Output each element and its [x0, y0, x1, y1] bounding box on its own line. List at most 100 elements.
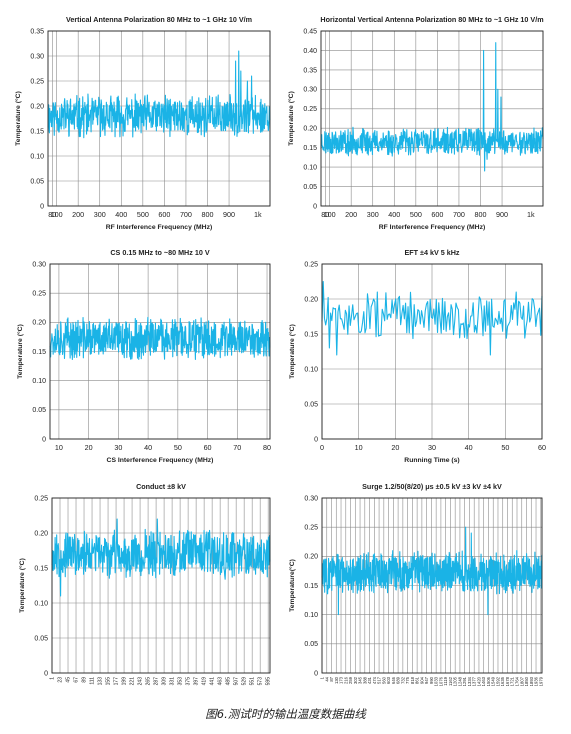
- y-tick-label: 0.05: [304, 641, 318, 648]
- x-tick-label: 40: [465, 443, 473, 452]
- x-tick-label: 1420: [476, 676, 481, 686]
- x-tick-label: 1807: [519, 676, 524, 686]
- y-tick-label: 0.15: [303, 145, 317, 152]
- x-tick-label: 1076: [438, 676, 443, 686]
- x-tick-label: 507: [234, 677, 240, 686]
- x-tick-label: 130: [334, 676, 339, 684]
- x-tick-label: 1764: [515, 676, 520, 686]
- x-axis-label: CS Interference Frequency (MHz): [107, 457, 214, 464]
- y-tick-label: 0.05: [30, 178, 44, 185]
- x-tick-label: 50: [174, 443, 182, 452]
- x-tick-label: 419: [202, 677, 208, 686]
- y-tick-label: 0.20: [304, 554, 318, 561]
- x-tick-label: 60: [538, 443, 546, 452]
- x-tick-label: 221: [130, 677, 136, 686]
- figure-caption: 图6.测试时的输出温度数据曲线: [205, 707, 366, 721]
- y-tick-label: 0.20: [303, 126, 317, 133]
- x-tick-label: 300: [367, 210, 379, 219]
- y-tick-label: 0.15: [30, 128, 44, 135]
- x-tick-label: 560: [381, 676, 386, 684]
- x-tick-label: 243: [138, 677, 144, 686]
- x-tick-label: 331: [170, 677, 176, 686]
- x-tick-label: 551: [250, 677, 256, 686]
- x-tick-label: 89: [82, 677, 88, 683]
- y-tick-label: 0.25: [303, 106, 317, 113]
- y-tick-label: 0.30: [304, 495, 318, 502]
- chart-title: Vertical Antenna Polarization 80 MHz to …: [66, 15, 252, 24]
- series-line: [321, 526, 543, 616]
- x-tick-label: 45: [66, 677, 72, 683]
- x-tick-label: 23: [58, 677, 64, 683]
- y-tick-label: 0.15: [304, 583, 318, 590]
- x-tick-label: 1850: [524, 676, 529, 686]
- x-tick-label: 1635: [500, 676, 505, 686]
- x-tick-label: 87: [329, 676, 334, 681]
- x-tick-label: 441: [210, 677, 216, 686]
- x-tick-label: 133: [98, 677, 104, 686]
- x-tick-label: 689: [396, 676, 401, 684]
- x-tick-label: 1549: [491, 676, 496, 686]
- x-tick-label: 1377: [472, 676, 477, 686]
- x-tick-label: 1893: [529, 676, 534, 686]
- x-tick-label: 800: [474, 210, 486, 219]
- x-tick-label: 375: [186, 677, 192, 686]
- x-tick-label: 353: [178, 677, 184, 686]
- y-axis-label: Temperature (°C): [287, 91, 295, 146]
- chart-3: CS 0.15 MHz to ~80 MHz 10 V 0 0.05 0.10 0.15…: [16, 248, 271, 464]
- y-tick-label: 0.20: [304, 296, 318, 303]
- x-tick-label: 431: [367, 676, 372, 684]
- x-tick-label: 60: [204, 443, 212, 452]
- y-tick-label: 0.25: [30, 78, 44, 85]
- y-tick-label: 0.10: [30, 153, 44, 160]
- x-tick-label: 1248: [457, 676, 462, 686]
- x-tick-label: 700: [453, 210, 465, 219]
- x-tick-label: 1721: [510, 676, 515, 686]
- plot-frame: [47, 30, 271, 207]
- x-tick-label: 947: [424, 676, 429, 684]
- x-tick-label: 111: [90, 677, 96, 685]
- x-tick-label: 67: [74, 677, 80, 683]
- y-tick-label: 0.35: [30, 28, 44, 35]
- x-tick-label: 1205: [453, 676, 458, 686]
- x-tick-label: 50: [501, 443, 509, 452]
- x-tick-label: 259: [348, 676, 353, 684]
- y-tick-label: 0.25: [304, 261, 318, 268]
- x-tick-label: 1033: [434, 676, 439, 686]
- x-tick-label: 1979: [538, 676, 543, 686]
- x-tick-label: 388: [362, 676, 367, 684]
- chart-6: Surge 1.2/50(8/20) μs ±0.5 kV ±3 kV ±4 k…: [288, 482, 543, 708]
- x-tick-label: 177: [114, 677, 120, 686]
- x-tick-label: 100: [324, 210, 336, 219]
- y-tick-label: 0.05: [303, 184, 317, 191]
- plot-frame: [321, 263, 543, 440]
- series-line: [321, 280, 543, 356]
- x-axis-label: RF Interference Frequency (MHz): [379, 224, 486, 231]
- x-tick-label: 173: [339, 676, 344, 684]
- series-line: [49, 316, 271, 361]
- x-tick-label: 1592: [495, 676, 500, 686]
- x-tick-label: 1334: [467, 676, 472, 686]
- x-tick-label: 199: [122, 677, 128, 686]
- y-tick-label: 0.10: [304, 366, 318, 373]
- y-tick-label: 0.20: [34, 530, 48, 537]
- y-axis-label: Temperature (°C): [14, 91, 22, 146]
- y-tick-label: 0.05: [32, 407, 46, 414]
- y-tick-label: 0.30: [303, 87, 317, 94]
- x-tick-label: 529: [242, 677, 248, 686]
- y-tick-label: 0.05: [304, 401, 318, 408]
- chart-title: CS 0.15 MHz to ~80 MHz 10 V: [110, 248, 209, 257]
- plot-frame: [321, 497, 543, 674]
- x-tick-label: 300: [94, 210, 106, 219]
- x-tick-label: 990: [429, 676, 434, 684]
- y-tick-label: 0: [44, 670, 48, 677]
- y-tick-label: 0.30: [30, 53, 44, 60]
- y-tick-label: 0.45: [303, 28, 317, 35]
- chart-4: EFT ±4 kV 5 kHz 0 0.05 0.10 0.15 0.20 0.25 0 10 2…: [288, 248, 546, 464]
- x-tick-label: 600: [158, 210, 170, 219]
- x-tick-label: 500: [410, 210, 422, 219]
- x-tick-label: 573: [258, 677, 264, 686]
- y-axis-label: Temperature(°C): [288, 559, 296, 612]
- y-tick-label: 0: [314, 436, 318, 443]
- x-tick-label: 861: [415, 676, 420, 684]
